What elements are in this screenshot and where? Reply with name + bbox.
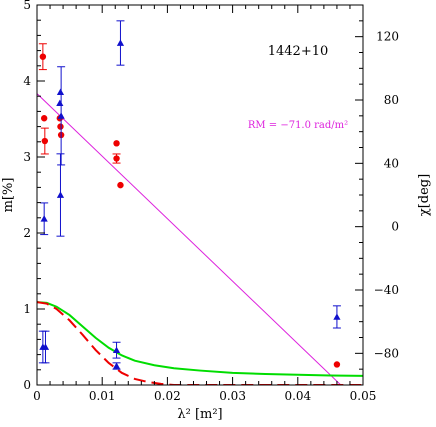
y-right-tick-label: 0 — [391, 220, 399, 234]
y-left-tick-label: 1 — [23, 302, 31, 316]
data-point-circle — [113, 140, 120, 147]
chart-points — [38, 20, 341, 370]
y-left-tick-label: 5 — [23, 0, 31, 12]
y-left-tick-label: 2 — [23, 226, 31, 240]
y-axis-left-label: m[%] — [1, 178, 16, 213]
plot-frame — [36, 4, 364, 386]
y-left-tick-label: 4 — [23, 74, 31, 88]
y-left-tick-label: 3 — [23, 150, 31, 164]
y-right-tick-label: 80 — [384, 93, 399, 107]
data-point-triangle — [56, 88, 65, 95]
series-line-model_green — [37, 301, 363, 377]
data-point-triangle — [112, 362, 121, 369]
data-point-circle — [41, 137, 49, 145]
axis-tick-labels: 0 0.01 0.02 0.03 0.04 0.05 0 1 2 3 4 5 −80 −40 0 40 80 12… — [23, 0, 399, 403]
x-tick-label: 0 — [33, 389, 41, 403]
x-tick-label: 0.04 — [284, 389, 311, 403]
data-point-triangle — [57, 112, 65, 119]
data-point-triangle — [41, 343, 50, 350]
y-right-tick-label: 120 — [376, 30, 399, 44]
y-left-tick-label: 0 — [23, 378, 31, 392]
x-tick-label: 0.02 — [154, 389, 181, 403]
data-point-circle — [333, 361, 341, 368]
y-axis-right-label: χ[deg] — [417, 174, 432, 216]
data-point-triangle — [333, 313, 341, 320]
x-tick-label: 0.03 — [219, 389, 246, 403]
chart-lines — [37, 93, 363, 385]
rm-annotation: RM = −71.0 rad/m² — [248, 120, 348, 131]
source-annotation: 1442+10 — [268, 44, 329, 59]
data-point-circle — [117, 181, 124, 189]
x-tick-label: 0.05 — [350, 389, 377, 403]
y-right-tick-label: −80 — [374, 346, 399, 360]
data-point-circle — [113, 155, 120, 162]
series-line-model_red — [37, 301, 363, 385]
x-tick-label: 0.01 — [89, 389, 116, 403]
axis-ticks — [36, 4, 364, 386]
data-point-triangle — [112, 346, 121, 354]
series-line-rm_fit — [37, 93, 342, 385]
data-point-triangle — [56, 191, 65, 198]
data-point-triangle — [56, 99, 64, 107]
data-point-triangle — [40, 215, 48, 222]
data-point-circle — [39, 53, 47, 60]
y-right-tick-label: −40 — [374, 283, 399, 297]
data-point-circle — [57, 123, 64, 130]
data-point-triangle — [116, 39, 125, 46]
y-right-tick-label: 40 — [384, 156, 399, 170]
x-axis-label: λ² [m²] — [177, 407, 222, 422]
data-point-circle — [40, 115, 48, 122]
